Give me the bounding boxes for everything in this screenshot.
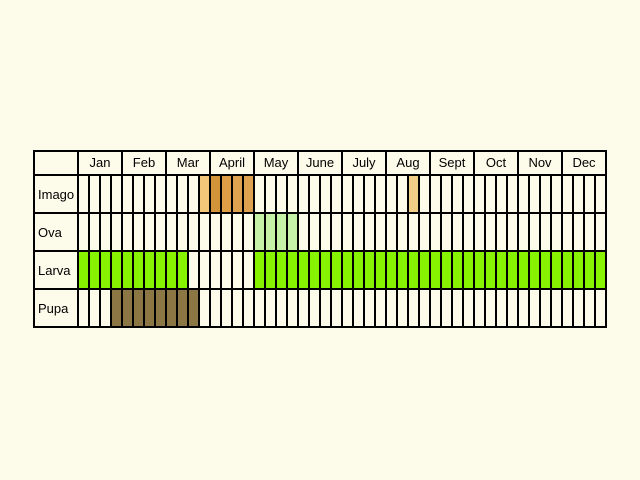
span-imago-1 bbox=[210, 175, 221, 213]
month-label: Oct bbox=[486, 155, 507, 170]
month-label: Sept bbox=[439, 155, 466, 170]
row-label: Ova bbox=[38, 225, 63, 240]
month-label: June bbox=[306, 155, 334, 170]
month-label: Aug bbox=[396, 155, 419, 170]
month-label: April bbox=[219, 155, 245, 170]
month-label: May bbox=[264, 155, 289, 170]
span-imago-2 bbox=[221, 175, 232, 213]
month-label: Mar bbox=[177, 155, 200, 170]
month-label: Nov bbox=[528, 155, 552, 170]
row-label: Imago bbox=[38, 187, 74, 202]
row-label: Larva bbox=[38, 263, 71, 278]
month-label: July bbox=[352, 155, 376, 170]
month-label: Feb bbox=[133, 155, 155, 170]
grid-frame bbox=[33, 150, 607, 328]
span-imago-4 bbox=[408, 175, 419, 213]
month-label: Jan bbox=[90, 155, 111, 170]
row-label: Pupa bbox=[38, 301, 69, 316]
month-label: Dec bbox=[572, 155, 596, 170]
